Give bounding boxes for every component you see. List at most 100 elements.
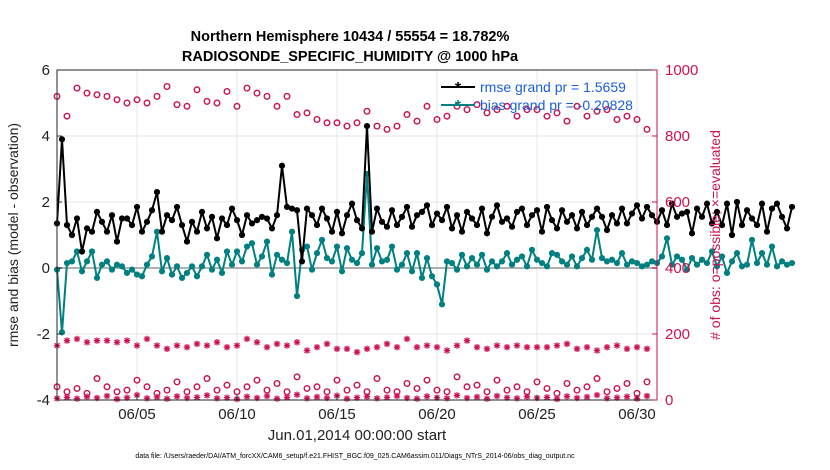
bias-point <box>118 263 126 270</box>
rmse-point <box>138 228 146 235</box>
obs-evaluated-marker <box>263 344 271 351</box>
obs-possible-marker <box>123 99 131 107</box>
rmse-point <box>108 212 116 219</box>
rmse-point <box>683 208 691 215</box>
obs-evaluated-stroke <box>334 345 340 352</box>
obs-possible-marker <box>373 122 381 130</box>
rmse-point <box>413 212 421 219</box>
obs-evaluated-stroke <box>524 344 530 351</box>
obs-evaluated-marker <box>233 342 241 349</box>
rmse-point <box>333 208 341 215</box>
rmse-point <box>743 207 751 214</box>
obs-evaluated-marker <box>113 339 121 346</box>
bias-point <box>338 268 346 275</box>
rmse-point <box>588 213 596 220</box>
rmse-point <box>93 208 101 215</box>
obs-evaluated-marker <box>623 345 631 353</box>
bias-point <box>63 259 71 267</box>
obs-possible-marker <box>63 112 71 120</box>
rmse-point <box>383 223 391 230</box>
obs-possible-marker <box>573 102 581 110</box>
obs-evaluated-marker <box>573 345 581 353</box>
bias-point <box>613 259 621 267</box>
obs-possible-marker <box>243 84 251 92</box>
obs-evaluated-stroke <box>284 342 290 349</box>
obs-possible-marker <box>143 383 151 391</box>
rmse-point <box>363 123 371 130</box>
obs-evaluated-marker <box>383 394 391 401</box>
obs-evaluated-marker <box>343 345 351 353</box>
bias-point <box>433 281 441 288</box>
obs-possible-marker <box>613 384 621 392</box>
obs-possible-marker <box>423 376 431 384</box>
obs-evaluated-stroke <box>194 394 200 401</box>
obs-evaluated-stroke <box>474 344 480 351</box>
y-tick-label-right: 400 <box>665 260 690 277</box>
obs-possible-marker <box>253 376 261 384</box>
obs-evaluated-marker <box>603 344 611 351</box>
obs-possible-marker <box>173 378 181 386</box>
bias-point <box>388 243 396 250</box>
bias-point <box>153 228 161 235</box>
obs-possible-marker <box>593 375 601 383</box>
obs-possible-marker <box>273 380 281 388</box>
obs-evaluated-stroke <box>454 342 460 349</box>
obs-possible-marker <box>493 376 501 384</box>
y-tick-label-left: 2 <box>42 194 50 211</box>
obs-possible-marker <box>443 112 451 120</box>
obs-evaluated-marker <box>273 395 281 402</box>
rmse-point <box>153 189 161 196</box>
bias-point <box>293 292 301 300</box>
obs-possible-marker <box>453 102 461 110</box>
x-tick-label: 06/20 <box>418 406 456 423</box>
obs-evaluated-marker <box>453 392 461 399</box>
obs-evaluated-stroke <box>274 341 280 347</box>
rmse-point <box>438 217 446 224</box>
bias-point <box>73 248 81 255</box>
rmse-point <box>443 203 451 211</box>
obs-possible-marker <box>503 102 511 110</box>
y-tick-label-left: 0 <box>42 260 50 277</box>
obs-evaluated-marker <box>453 342 461 349</box>
obs-evaluated-marker <box>283 342 291 349</box>
rmse-point <box>628 210 636 217</box>
bias-point <box>98 261 106 268</box>
bias-point <box>668 261 676 268</box>
obs-evaluated-marker <box>263 392 271 400</box>
bias-point <box>768 243 776 250</box>
bias-point <box>453 266 461 273</box>
obs-evaluated-marker <box>183 344 191 351</box>
obs-evaluated-stroke <box>174 393 180 400</box>
bias-point <box>193 273 201 280</box>
obs-possible-marker <box>573 386 581 394</box>
bias-point <box>353 259 361 267</box>
obs-possible-marker <box>273 102 281 110</box>
obs-evaluated-stroke <box>614 394 620 401</box>
obs-possible-marker <box>223 381 231 389</box>
obs-evaluated-marker <box>113 395 121 403</box>
rmse-point <box>558 207 566 214</box>
obs-evaluated-marker <box>423 342 431 349</box>
rmse-point <box>353 217 361 224</box>
obs-evaluated-stroke <box>204 342 210 349</box>
rmse-point <box>288 205 296 212</box>
obs-evaluated-stroke <box>424 393 430 400</box>
bias-point <box>413 250 421 257</box>
rmse-point <box>478 205 486 212</box>
obs-possible-marker <box>93 91 101 99</box>
bias-point <box>263 238 271 245</box>
bias-point <box>248 240 256 247</box>
obs-evaluated-marker <box>323 340 331 348</box>
obs-evaluated-stroke <box>534 344 540 351</box>
bias-point <box>123 269 131 277</box>
bias-point <box>308 266 316 273</box>
rmse-point <box>473 222 481 229</box>
bias-point <box>423 255 431 262</box>
legend-rmse-marker: * <box>455 80 462 97</box>
obs-possible-marker <box>383 386 391 394</box>
bias-point <box>113 261 121 268</box>
rmse-point <box>568 212 576 219</box>
obs-possible-marker <box>133 376 141 384</box>
bias-point <box>143 261 151 268</box>
